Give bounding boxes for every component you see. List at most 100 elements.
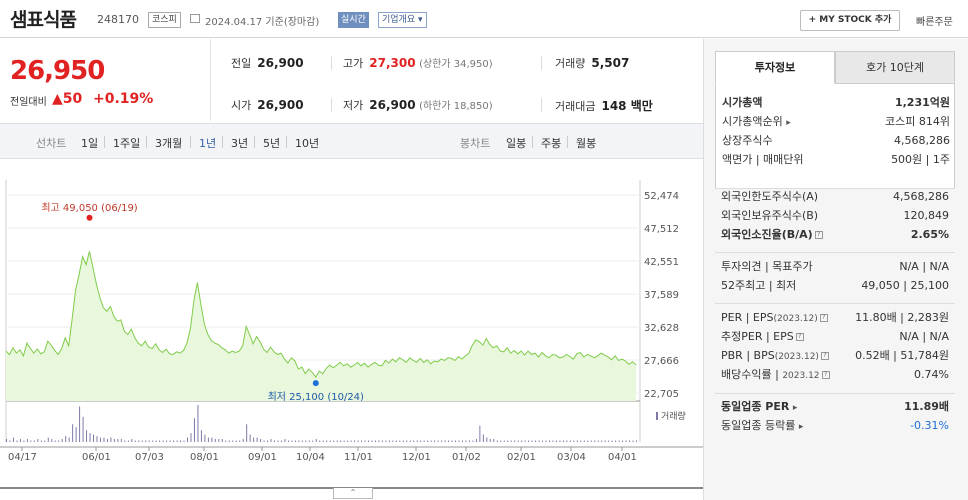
est-per-value: N/A | N/A [899, 330, 949, 343]
volume-bar [406, 440, 408, 442]
foreign-ratio-value: 2.65% [910, 228, 949, 241]
info-icon[interactable]: ? [819, 314, 828, 322]
volume-bar [315, 439, 317, 442]
candle-daily[interactable]: 일봉 [506, 137, 527, 150]
period-10y[interactable]: 10년 [295, 137, 320, 150]
par-label: 액면가 | 매매단위 [722, 153, 804, 166]
volume-bar [152, 440, 154, 442]
volume-bar [228, 440, 230, 442]
volume-bar [253, 437, 255, 442]
volume-bar [472, 440, 474, 442]
volume-bar [305, 440, 307, 442]
company-info-dropdown[interactable]: 기업개요 ▾ [378, 12, 427, 28]
divider [190, 136, 191, 148]
volume-bar [23, 440, 25, 442]
period-3y[interactable]: 3년 [231, 137, 249, 150]
industry-rate-value: -0.31% [910, 419, 949, 432]
volume-bar [30, 440, 32, 442]
volume-bar [388, 440, 390, 442]
info-icon[interactable]: ? [821, 371, 830, 379]
period-5y[interactable]: 5년 [263, 137, 281, 150]
open-label: 시가 [231, 99, 252, 112]
volume-bar [319, 440, 321, 442]
candle-weekly[interactable]: 주봉 [541, 137, 562, 150]
volume-bar [263, 440, 265, 442]
price-change: ▲50 [52, 91, 82, 107]
y-tick-label: 37,589 [644, 290, 679, 301]
y-tick-label: 32,628 [644, 323, 679, 334]
volume-bar [145, 440, 147, 442]
volume-bar [524, 440, 526, 442]
pbr-row: PBR | BPS(2023.12)? 0.52배 | 51,784원 [721, 347, 949, 365]
volume-bar [528, 440, 530, 442]
price-chart: 52,474 47,512 42,551 37,589 32,628 27,666 22,7… [0, 160, 703, 490]
volume-bar [260, 439, 262, 442]
divider [146, 136, 147, 148]
x-tick-label: 04/17 [8, 452, 37, 463]
info-icon[interactable]: ? [814, 231, 823, 239]
per-label: PER | EPS [721, 311, 774, 324]
add-mystock-button[interactable]: + MY STOCK 추가 [800, 10, 900, 31]
volume-bar [214, 439, 216, 442]
info-icon[interactable]: ? [820, 352, 829, 360]
period-3m[interactable]: 3개월 [155, 137, 183, 150]
volume-bar [6, 439, 7, 442]
realtime-button[interactable]: 실시간 [338, 12, 369, 28]
candle-monthly[interactable]: 월봉 [576, 137, 597, 150]
y-tick-label: 27,666 [644, 356, 679, 367]
y-tick-label: 22,705 [644, 389, 679, 400]
volume-bar [392, 440, 394, 442]
volume-bar [636, 440, 637, 442]
divider [286, 136, 287, 148]
price-box: 26,950 전일대비 ▲50 +0.19% [0, 39, 210, 121]
volume-bar [336, 440, 338, 442]
volume-bar [61, 439, 63, 442]
volume-bar [615, 440, 617, 442]
divider [532, 136, 533, 148]
volume-bar [169, 440, 171, 442]
industry-rate-row: 동일업종 등락률 ▸ -0.31% [721, 417, 949, 435]
reference-date: 2024.04.17 기준(장마감) [205, 17, 320, 28]
volume-bar [12, 437, 14, 442]
market-badge: 코스피 [148, 12, 181, 28]
volume-bar [496, 440, 498, 442]
divider [715, 252, 955, 253]
divider [715, 303, 955, 304]
info-icon[interactable]: ? [795, 333, 804, 341]
upper-limit: (상한가 34,950) [419, 59, 493, 70]
volume-bar [573, 440, 575, 442]
period-tabs: 선차트 1일 1주일 3개월 1년 3년 5년 10년 봉차트 일봉 주봉 월봉 [0, 123, 703, 159]
low-marker [312, 380, 319, 387]
pbr-value: 0.52배 | 51,784원 [855, 349, 949, 362]
tab-invest-info[interactable]: 투자정보 [715, 51, 835, 84]
opinion-row: 투자의견 | 목표주가 N/A | N/A [721, 258, 949, 276]
volume-bar [378, 440, 380, 442]
volume-bar [291, 440, 293, 442]
volume-bar [103, 437, 105, 442]
volume-bar [350, 440, 352, 442]
volume-bar [322, 440, 324, 442]
period-1d[interactable]: 1일 [81, 137, 99, 150]
volume-bar [566, 440, 568, 442]
price-line [5, 251, 637, 379]
volume-bar [183, 440, 185, 442]
volume-bar [127, 440, 129, 442]
volume-bar [451, 440, 453, 442]
quick-order-link[interactable]: 빠른주문 [916, 17, 953, 28]
volume-bar [423, 440, 425, 442]
volume-bar [562, 440, 564, 442]
volume-bar [444, 440, 446, 442]
volume-bar [441, 440, 443, 442]
volume-bar [197, 405, 199, 442]
candle-chart-label: 봉차트 [460, 137, 491, 150]
tab-hoga[interactable]: 호가 10단계 [835, 51, 955, 84]
volume-bar [131, 439, 133, 442]
volume-bar [531, 440, 533, 442]
volume-bar [580, 440, 582, 442]
low-label: 최저 25,100 (10/24) [268, 391, 364, 403]
period-1y[interactable]: 1년 [199, 137, 217, 150]
collapse-button[interactable]: ⌃ [333, 488, 373, 499]
pbr-label: PBR | BPS [721, 349, 775, 362]
period-1w[interactable]: 1주일 [113, 137, 141, 150]
opinion-value: N/A | N/A [899, 260, 949, 273]
